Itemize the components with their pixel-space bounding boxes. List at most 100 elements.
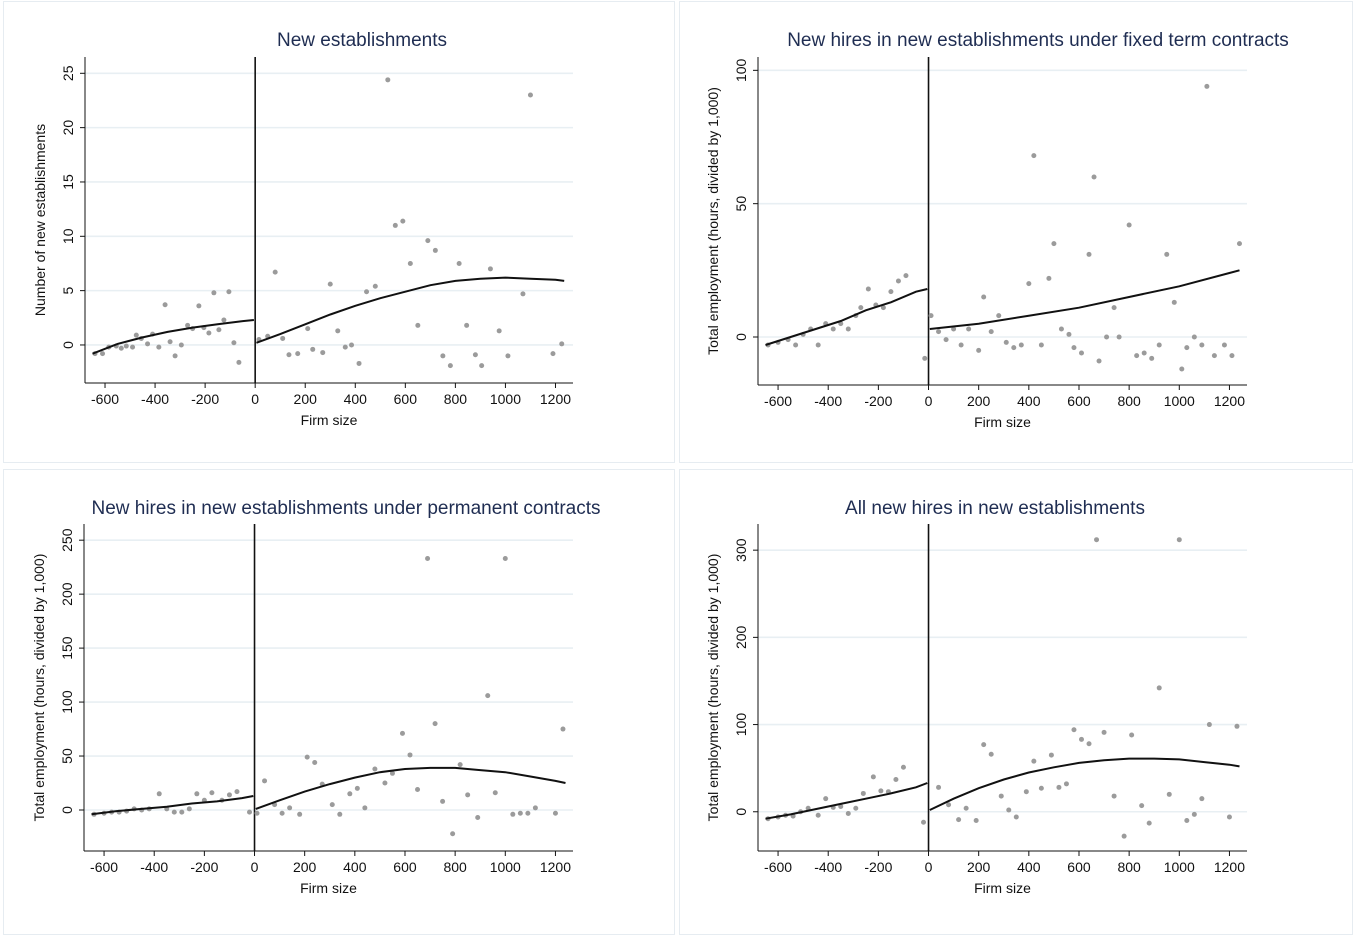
data-point	[1166, 791, 1172, 797]
data-point	[996, 313, 1002, 319]
data-point	[407, 260, 413, 266]
x-tick-label: 0	[251, 859, 259, 875]
x-tick-label: 600	[394, 391, 418, 407]
data-point	[552, 810, 558, 816]
y-tick-label: 150	[59, 636, 75, 660]
data-point	[1026, 281, 1032, 287]
data-point	[327, 281, 333, 287]
data-point	[559, 341, 565, 347]
y-tick-label: 20	[60, 120, 76, 136]
scatter-chart: -600 -400 -200 0 200 400 600 800 1000 1200 0 50 100 N…	[705, 30, 1289, 430]
data-point	[527, 92, 533, 98]
data-point	[1078, 736, 1084, 742]
x-tick-label: 400	[344, 391, 368, 407]
x-tick-label: 600	[1067, 393, 1091, 409]
data-point	[1031, 153, 1037, 159]
x-tick-label: 400	[1017, 859, 1041, 875]
data-point	[287, 805, 293, 811]
data-point	[520, 291, 526, 297]
x-axis-label: Firm size	[974, 880, 1031, 896]
x-tick-label: -400	[814, 859, 842, 875]
y-tick-label: 100	[733, 713, 749, 737]
x-tick-label: 800	[443, 859, 467, 875]
data-point	[1058, 326, 1064, 332]
data-point	[958, 342, 964, 348]
data-point	[231, 340, 237, 346]
data-point	[936, 784, 942, 790]
data-point	[382, 780, 388, 786]
data-point	[1149, 355, 1155, 361]
data-point	[487, 266, 493, 272]
data-point	[162, 302, 168, 308]
data-point	[1204, 83, 1210, 89]
chart-title: New establishments	[277, 30, 447, 51]
x-tick-label: 800	[1117, 859, 1141, 875]
x-axis-label: Firm size	[301, 412, 358, 428]
data-point	[1101, 729, 1107, 735]
data-point	[349, 342, 355, 348]
data-point	[981, 742, 987, 748]
data-point	[988, 329, 994, 335]
y-tick-label: 50	[733, 196, 749, 212]
data-point	[1071, 345, 1077, 351]
data-point	[432, 247, 438, 253]
x-tick-label: -400	[814, 393, 842, 409]
x-tick-label: 400	[1017, 393, 1041, 409]
y-tick-label: 0	[59, 806, 75, 814]
chart-panel-all-new-hires: -600 -400 -200 0 200 400 600 800 1000 1200 0 100 200…	[679, 469, 1353, 935]
data-point	[922, 355, 928, 361]
data-point	[392, 222, 398, 228]
y-tick-label: 10	[60, 228, 76, 244]
y-tick-label: 5	[60, 287, 76, 295]
data-point	[342, 344, 348, 350]
data-point	[1226, 814, 1232, 820]
data-point	[1056, 784, 1062, 790]
data-point	[425, 556, 431, 562]
x-tick-label: -200	[864, 859, 892, 875]
x-tick-label: -200	[864, 393, 892, 409]
data-point	[1221, 342, 1227, 348]
fit-line-right	[256, 276, 565, 344]
data-point	[179, 809, 185, 815]
data-point	[1116, 334, 1122, 340]
data-point	[457, 762, 463, 768]
data-point	[951, 326, 957, 332]
y-tick-label: 200	[733, 625, 749, 649]
data-point	[185, 322, 191, 328]
data-point	[517, 810, 523, 816]
data-point	[492, 790, 498, 796]
data-point	[1236, 241, 1242, 247]
x-tick-label: 1200	[540, 859, 571, 875]
data-point	[870, 774, 876, 780]
data-point	[973, 817, 979, 823]
chart-title: New hires in new establishments under pe…	[91, 498, 600, 519]
data-point	[1066, 331, 1072, 337]
data-point	[1211, 353, 1217, 359]
data-point	[936, 329, 942, 335]
data-point	[196, 303, 202, 309]
data-point	[100, 351, 106, 357]
fit-line-right	[929, 757, 1240, 811]
x-tick-label: 1000	[1164, 859, 1195, 875]
data-point	[297, 811, 303, 817]
data-point	[858, 305, 864, 311]
fit-line-left	[92, 319, 254, 355]
data-point	[525, 810, 531, 816]
x-tick-label: -200	[190, 859, 218, 875]
data-point	[221, 317, 227, 323]
y-axis-label: Number of new establishments	[32, 124, 48, 316]
y-tick-label: 0	[733, 333, 749, 341]
y-tick-label: 0	[60, 341, 76, 349]
y-tick-label: 50	[59, 748, 75, 764]
data-point	[399, 730, 405, 736]
data-point	[1139, 803, 1145, 809]
data-point	[1038, 785, 1044, 791]
data-point	[1096, 358, 1102, 364]
x-tick-label: 0	[925, 859, 933, 875]
fit-line-left	[91, 795, 254, 816]
data-point	[347, 791, 353, 797]
data-point	[1199, 796, 1205, 802]
data-point	[1063, 781, 1069, 787]
data-point	[407, 752, 413, 758]
data-point	[465, 792, 471, 798]
